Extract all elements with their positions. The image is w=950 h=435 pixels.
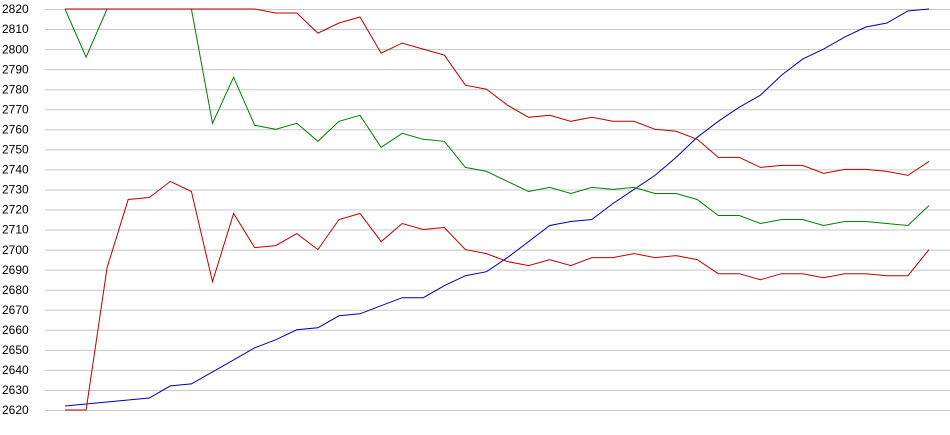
series-line [65, 180, 930, 411]
series-line [64, 8, 930, 227]
series-line [65, 8, 930, 176]
y-tick-label: 2750 [2, 143, 29, 157]
y-tick-label: 2800 [2, 42, 29, 56]
y-tick-label: 2760 [2, 122, 29, 136]
y-tick-label: 2620 [2, 403, 29, 417]
y-tick-label: 2770 [2, 102, 29, 116]
series-line [64, 8, 930, 407]
y-tick-label: 2810 [2, 22, 29, 36]
y-tick-label: 2700 [2, 243, 29, 257]
y-tick-label: 2710 [2, 223, 29, 237]
y-tick-label: 2660 [2, 323, 29, 337]
y-tick-label: 2640 [2, 363, 29, 377]
y-tick-label: 2790 [2, 62, 29, 76]
y-tick-label: 2630 [2, 383, 29, 397]
y-tick-label: 2690 [2, 263, 29, 277]
y-tick-label: 2780 [2, 82, 29, 96]
y-tick-label: 2740 [2, 163, 29, 177]
y-tick-label: 2670 [2, 303, 29, 317]
y-tick-label: 2680 [2, 283, 29, 297]
y-tick-label: 2730 [2, 183, 29, 197]
y-tick-label: 2650 [2, 343, 29, 357]
y-tick-label: 2720 [2, 203, 29, 217]
y-tick-label: 2820 [2, 2, 29, 16]
